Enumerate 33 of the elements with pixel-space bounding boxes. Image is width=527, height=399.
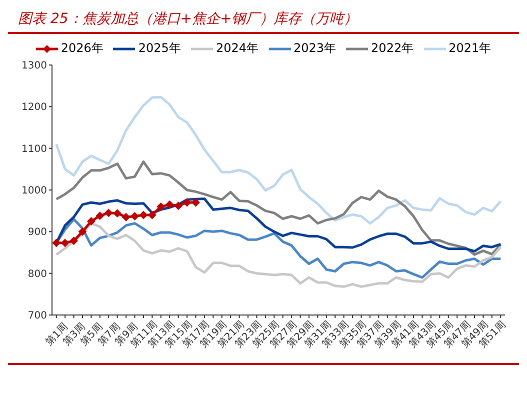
legend-label: 2023年 [294,40,336,57]
point [96,212,104,220]
y-tick-label: 1100 [22,144,47,155]
point [122,213,130,222]
point [87,217,96,226]
y-tick-label: 1000 [22,186,47,197]
point [104,208,113,217]
point [156,202,165,211]
legend-label: 2024年 [216,40,258,57]
legend-label: 2022年 [371,40,414,57]
line-series [55,160,502,256]
point [192,198,200,206]
chart-title: 图表 25：焦炭加总（港口+焦企+钢厂）库存（万吨） [8,8,519,34]
legend-label: 2025年 [138,40,181,57]
point [130,212,139,220]
y-tick-label: 1200 [22,102,47,114]
point [183,198,192,206]
point [166,200,174,209]
y-tick-label: 700 [28,310,47,322]
y-tick-label: 800 [28,268,47,280]
point [52,238,60,247]
point [78,228,86,236]
point [139,211,148,219]
legend-label: 2026年 [60,40,104,57]
line-series [55,96,502,225]
legend-label: 2021年 [448,40,492,57]
y-tick-label: 1300 [22,60,47,72]
point [174,202,182,210]
point [61,238,70,247]
point [148,211,156,219]
y-tick-label: 900 [28,227,47,238]
point [70,236,78,245]
point [113,209,122,218]
